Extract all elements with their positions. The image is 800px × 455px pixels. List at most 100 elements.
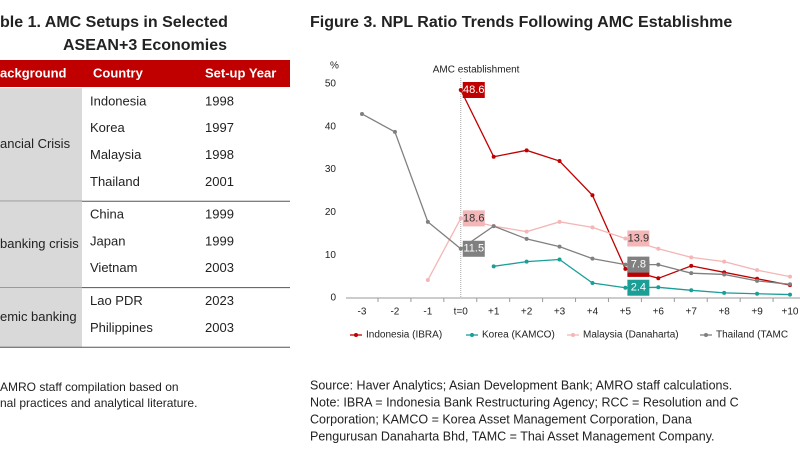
year: 1998 [205,147,234,162]
legend-dot [354,333,358,337]
x-tick-label: +2 [521,307,533,318]
value-label: 18.6 [463,212,484,224]
y-axis-label: % [330,61,339,72]
point [689,288,694,293]
legend-label: Korea (KAMCO) [482,330,555,341]
point [722,272,727,277]
point [557,159,562,164]
x-tick-label: -3 [358,307,367,318]
country: Indonesia [90,93,147,108]
point [557,219,562,224]
point [425,278,430,283]
table-title: ASEAN+3 Economies [63,37,227,54]
point [425,219,430,224]
series-line [460,89,791,286]
point [623,236,628,241]
x-tick-label: +10 [782,307,799,318]
table-note: nal practices and analytical literature. [0,396,197,410]
point [788,282,792,287]
table-title: ble 1. AMC Setups in Selected [0,14,228,31]
x-tick-label: +7 [686,307,698,318]
point [557,257,562,262]
group-label: ancial Crisis [0,136,71,151]
legend-label: Thailand (TAMC [716,330,788,341]
y-tick-label: 20 [325,207,337,218]
point [491,154,496,159]
point [755,278,760,283]
year: 2003 [205,320,234,335]
table-header: Set-up Year [205,65,276,80]
y-tick-label: 50 [325,79,337,90]
point [656,262,661,267]
value-label-bg [462,240,485,257]
year: 1998 [205,93,234,108]
y-tick-label: 0 [330,293,336,304]
table-header: ackground [0,65,67,80]
point [524,259,529,264]
point [491,224,496,229]
year: 1997 [205,120,234,135]
series-line [361,113,791,285]
country: Thailand [90,174,140,189]
value-label: 13.9 [628,232,649,244]
value-label: 11.5 [463,243,484,255]
point [392,129,397,134]
y-tick-label: 40 [325,121,337,132]
point [656,285,661,290]
point [590,193,595,198]
point [491,264,496,269]
legend-dot [704,333,708,337]
table-note: AMRO staff compilation based on [0,380,179,394]
point [656,276,661,281]
year: 2003 [205,260,234,275]
year: 1999 [205,207,234,222]
x-tick-label: +4 [587,307,599,318]
x-tick-label: +8 [718,307,730,318]
annotation: AMC establishment [433,65,520,76]
point [590,281,595,286]
source-note: Corporation; KAMCO = Korea Asset Managem… [310,412,692,426]
y-tick-label: 10 [325,250,337,261]
group-cell [0,287,82,348]
value-label-bg [462,210,485,227]
point [623,285,628,290]
country: China [90,207,125,222]
group-label: emic banking [0,309,77,324]
point [755,291,760,296]
x-tick-label: +9 [751,307,763,318]
x-tick-label: t=0 [454,307,469,318]
point [458,216,463,221]
point [656,246,661,251]
source-note: Note: IBRA = Indonesia Bank Restructurin… [310,395,739,409]
point [623,262,628,267]
value-label-bg [462,81,485,98]
point [524,148,529,153]
country: Lao PDR [90,293,143,308]
point [689,255,694,260]
point [788,274,792,279]
country: Vietnam [90,260,137,275]
country: Korea [90,120,125,135]
point [788,292,792,297]
value-label: 2.4 [631,282,646,294]
x-tick-label: +3 [554,307,566,318]
point [722,290,727,295]
group-cell [0,88,82,202]
point [458,246,463,251]
legend-dot [470,333,474,337]
point [755,268,760,273]
source-note: Source: Haver Analytics; Asian Developme… [310,378,732,392]
group-label: banking crisis [0,236,79,251]
point [557,244,562,249]
value-label: 48.6 [463,84,484,96]
point [524,229,529,234]
group-cell [0,201,82,288]
x-tick-label: -2 [390,307,399,318]
value-label: 7.8 [631,259,646,271]
y-tick-label: 30 [325,164,337,175]
chart-title: Figure 3. NPL Ratio Trends Following AMC… [310,14,732,31]
point [590,256,595,261]
point [722,259,727,264]
point [458,87,463,92]
